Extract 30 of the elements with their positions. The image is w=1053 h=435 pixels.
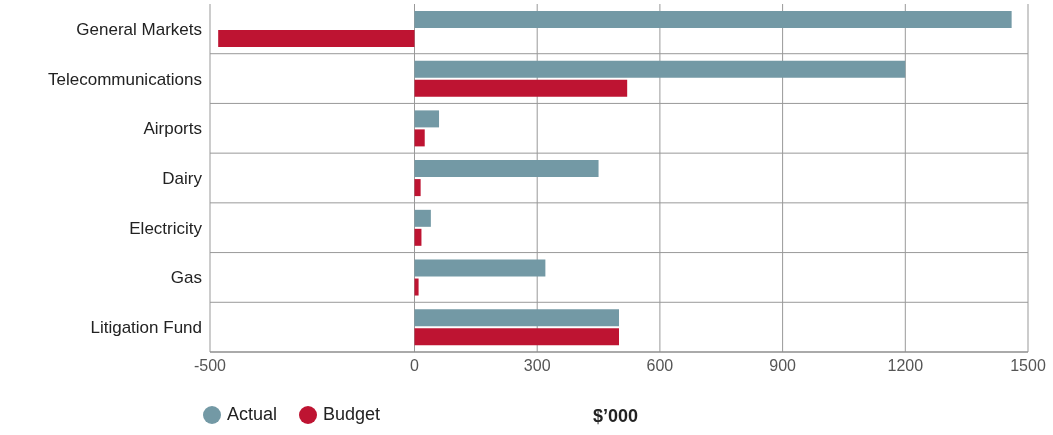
- legend-label: Budget: [323, 404, 381, 425]
- bar: [414, 259, 546, 277]
- x-tick-label: 600: [646, 357, 674, 375]
- y-tick-label: Gas: [170, 268, 202, 288]
- bar: [414, 10, 1012, 28]
- legend-label: Actual: [227, 404, 278, 425]
- y-tick-label: Dairy: [162, 169, 203, 189]
- bar: [414, 278, 419, 296]
- x-tick-label: 1500: [1010, 357, 1046, 375]
- bar: [414, 309, 619, 327]
- bar: [414, 110, 440, 128]
- x-tick-label: 300: [523, 357, 551, 375]
- x-tick-label: 0: [410, 357, 420, 375]
- x-tick-label: 900: [769, 357, 797, 375]
- bar: [218, 29, 415, 47]
- bar: [414, 79, 628, 97]
- y-tick-label: Electricity: [129, 218, 203, 238]
- bar: [414, 160, 599, 178]
- bar: [414, 129, 425, 147]
- y-tick-label: Telecommunications: [47, 69, 202, 89]
- y-tick-label: Litigation Fund: [90, 318, 202, 338]
- bar: [414, 209, 431, 227]
- x-tick-label: 1200: [887, 357, 924, 375]
- bar: [414, 60, 906, 78]
- bar: [414, 328, 619, 346]
- y-tick-label: Airports: [143, 119, 202, 139]
- x-tick-label: -500: [193, 357, 227, 375]
- y-tick-label: General Markets: [76, 19, 202, 39]
- x-axis-title: $’000: [593, 406, 639, 427]
- bar: [414, 179, 421, 197]
